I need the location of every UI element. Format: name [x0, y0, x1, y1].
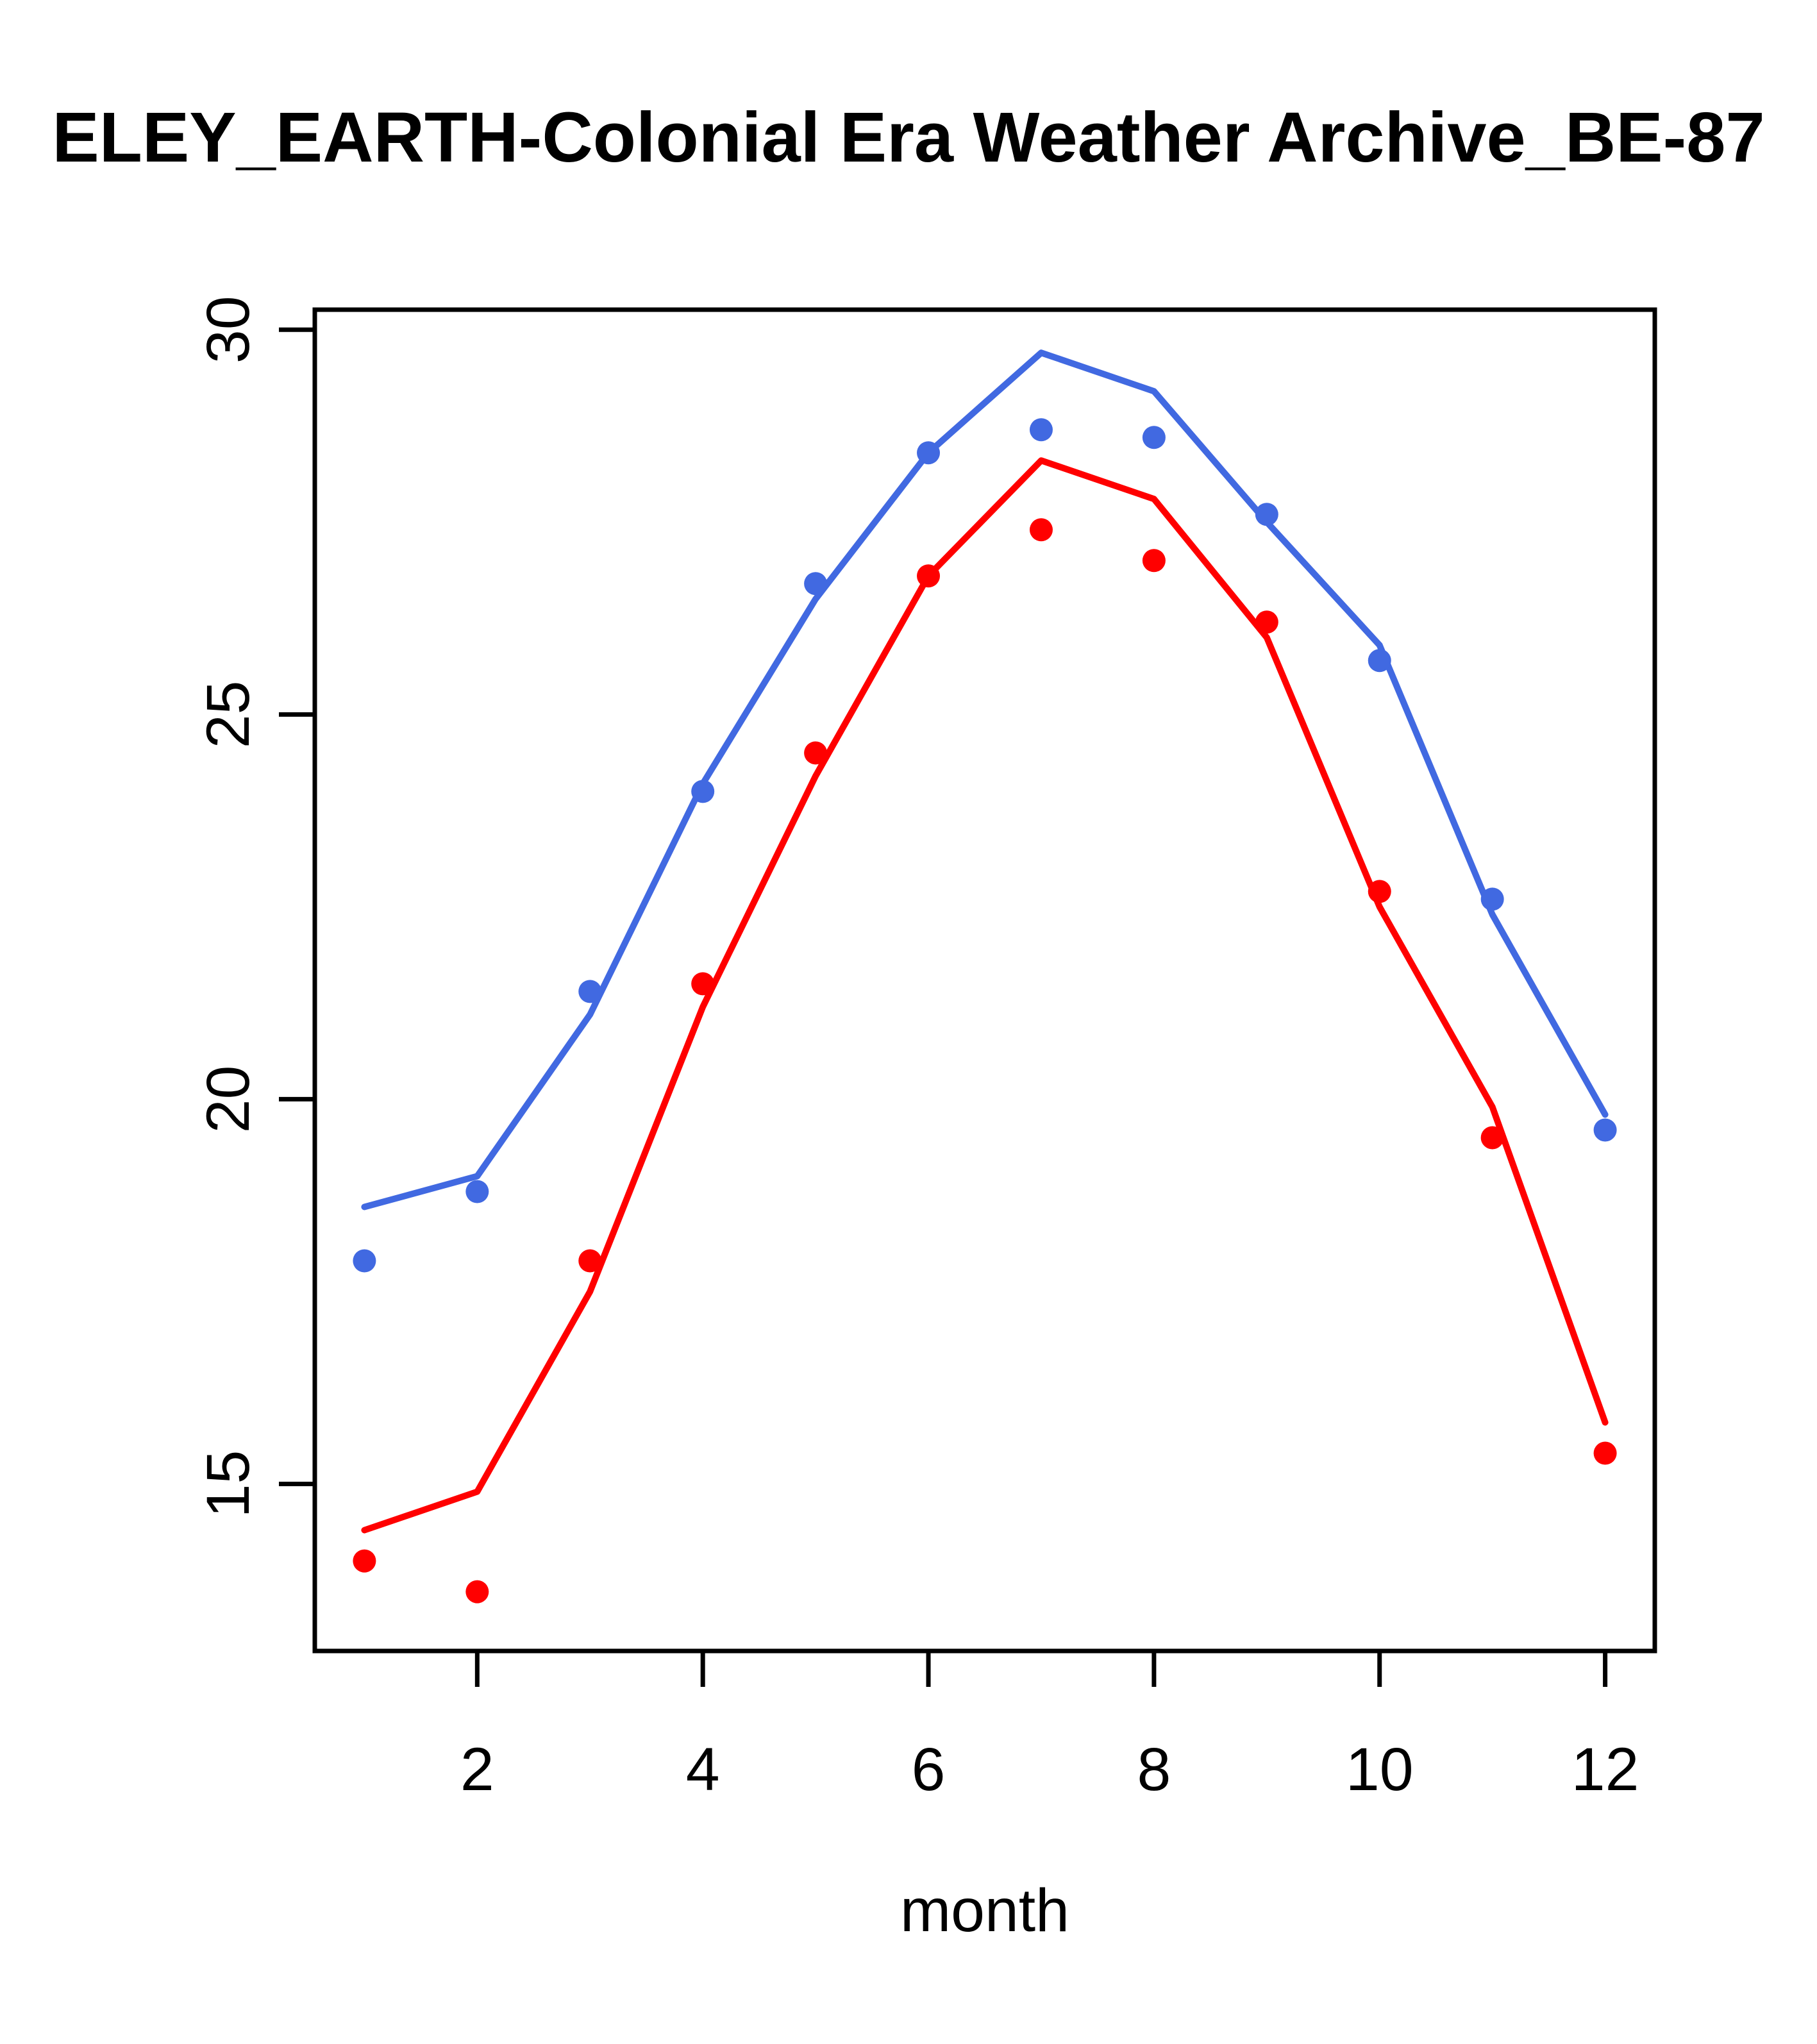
blue-points-month-6	[917, 441, 941, 465]
x-tick-label: 6	[912, 1736, 946, 1804]
blue-points-month-10	[1368, 649, 1391, 673]
y-tick-label: 20	[194, 1066, 262, 1134]
red-points-month-2	[465, 1580, 489, 1604]
blue-points-month-9	[1255, 503, 1278, 526]
blue-points-month-8	[1142, 426, 1166, 449]
red-line	[361, 457, 1609, 1534]
x-tick-label: 10	[1346, 1736, 1414, 1804]
red-points-month-5	[804, 741, 828, 765]
red-points-month-11	[1480, 1126, 1504, 1150]
blue-points-month-11	[1480, 887, 1504, 911]
x-tick-label: 12	[1571, 1736, 1639, 1804]
blue-points-month-2	[465, 1180, 489, 1203]
red-points-month-6	[917, 564, 941, 588]
x-tick-label: 8	[1137, 1736, 1171, 1804]
chart-title: ELEY_EARTH-Colonial Era Weather Archive_…	[52, 98, 1765, 177]
blue-points-month-7	[1029, 418, 1053, 442]
y-tick-label: 15	[194, 1450, 262, 1518]
red-points-month-4	[691, 972, 715, 996]
blue-points-month-5	[804, 572, 828, 596]
y-tick-label: 30	[194, 296, 262, 364]
red-points-month-8	[1142, 549, 1166, 573]
blue-points-month-12	[1593, 1118, 1617, 1142]
blue-points-month-1	[353, 1249, 376, 1273]
x-axis-title: month	[900, 1877, 1070, 1945]
x-tick-label: 4	[686, 1736, 720, 1804]
red-points-month-9	[1255, 610, 1278, 634]
red-points-month-3	[578, 1249, 602, 1273]
blue-points-month-3	[578, 980, 602, 1003]
blue-points-month-4	[691, 780, 715, 803]
red-points-month-7	[1029, 518, 1053, 542]
red-points-month-12	[1593, 1441, 1617, 1465]
red-points-month-10	[1368, 880, 1391, 903]
blue-line	[361, 349, 1609, 1210]
x-tick-label: 2	[460, 1736, 494, 1804]
plot-box	[312, 307, 1657, 1654]
y-tick-label: 25	[194, 680, 262, 748]
red-points-month-1	[353, 1549, 376, 1573]
